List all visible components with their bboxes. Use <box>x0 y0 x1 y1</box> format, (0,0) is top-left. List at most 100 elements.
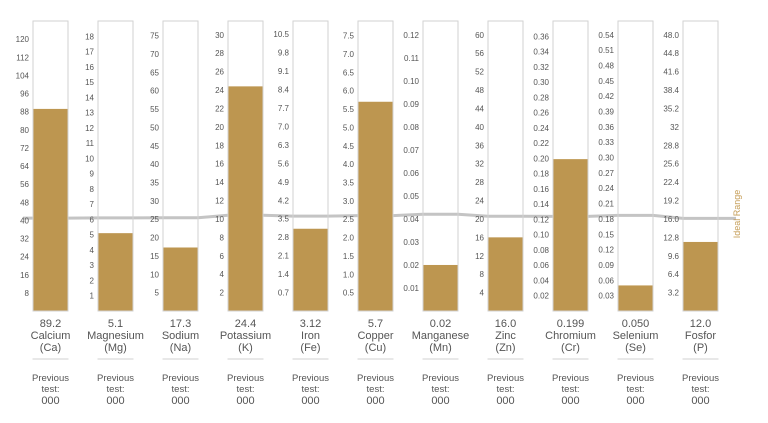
tick-label: 6.5 <box>343 68 355 77</box>
mineral-symbol: (Mg) <box>104 342 127 354</box>
tick-label: 5 <box>90 231 95 240</box>
tick-label: 0.18 <box>533 170 549 179</box>
tick-label: 0.06 <box>403 169 419 178</box>
value-label: 5.7 <box>368 318 383 330</box>
tick-label: 28.8 <box>663 141 679 150</box>
tick-label: 28 <box>215 49 224 58</box>
previous-test-label: test: <box>302 384 320 395</box>
value-label: 3.12 <box>300 318 321 330</box>
tick-label: 12.8 <box>663 233 679 242</box>
tick-label: 5 <box>155 289 160 298</box>
tick-label: 6 <box>90 215 95 224</box>
tick-label: 44.8 <box>663 49 679 58</box>
bar-selenium <box>618 285 653 311</box>
tick-label: 0.06 <box>598 276 614 285</box>
mineral-name: Chromium <box>545 330 596 342</box>
tick-label: 0.01 <box>403 284 419 293</box>
tick-label: 36 <box>475 141 484 150</box>
tick-label: 0.30 <box>533 78 549 87</box>
previous-value: 000 <box>236 395 254 407</box>
tick-label: 4.0 <box>343 160 355 169</box>
previous-label: Previous <box>227 373 264 384</box>
tick-label: 16.0 <box>663 215 679 224</box>
tick-label: 0.48 <box>598 61 614 70</box>
column-frame-potassium <box>227 20 264 312</box>
bar-potassium <box>228 86 263 311</box>
tick-label: 8 <box>90 185 95 194</box>
bar-copper <box>358 101 393 311</box>
tick-label: 26 <box>215 68 224 77</box>
previous-value: 000 <box>366 395 384 407</box>
tick-label: 4 <box>480 289 485 298</box>
tick-label: 3.5 <box>343 179 355 188</box>
previous-test-label: test: <box>237 384 255 395</box>
tick-label: 0.08 <box>533 246 549 255</box>
value-label: 17.3 <box>170 318 191 330</box>
tick-label: 15 <box>85 78 94 87</box>
tick-label: 104 <box>16 71 30 80</box>
tick-label: 3.0 <box>343 197 355 206</box>
tick-label: 96 <box>20 90 29 99</box>
value-label: 0.050 <box>622 318 650 330</box>
tick-label: 38.4 <box>663 86 679 95</box>
previous-value: 000 <box>301 395 319 407</box>
tick-label: 30 <box>215 31 224 40</box>
bar-zinc <box>488 237 523 311</box>
tick-label: 0.14 <box>533 200 549 209</box>
tick-label: 2.5 <box>343 215 355 224</box>
value-label: 12.0 <box>690 318 711 330</box>
tick-label: 0.04 <box>403 215 419 224</box>
tick-label: 5.0 <box>343 123 355 132</box>
tick-label: 70 <box>150 50 159 59</box>
column-sodium: 5 10 15 20 25 30 35 40 45 50 55 60 65 70 75 <box>150 20 199 312</box>
tick-label: 55 <box>150 105 159 114</box>
column-iron: 0.7 1.4 2.1 2.8 3.5 4.2 4.9 5.6 6.3 7.0 7.7 8.4 9.1 9… <box>273 20 329 312</box>
mineral-symbol: (Na) <box>170 342 191 354</box>
mineral-name: Selenium <box>613 330 659 342</box>
tick-label: 8 <box>25 289 30 298</box>
mineral-name: Sodium <box>162 330 199 342</box>
column-frame-manganese <box>422 20 459 312</box>
tick-label: 14 <box>215 178 224 187</box>
tick-label: 0.02 <box>403 261 419 270</box>
tick-label: 17 <box>85 48 94 57</box>
tick-label: 0.16 <box>533 185 549 194</box>
tick-label: 3 <box>90 261 95 270</box>
column-chromium: 0.02 0.04 0.06 0.08 0.10 0.12 0.14 0.16 0.18 0.20… <box>533 20 589 312</box>
bar-iron <box>293 228 328 311</box>
column-calcium: 8 16 24 32 40 48 56 64 72 80 88 96 104 112 120 <box>16 20 69 312</box>
previous-label: Previous <box>357 373 394 384</box>
tick-label: 88 <box>20 108 29 117</box>
tick-label: 48 <box>20 198 29 207</box>
tick-label: 40 <box>475 123 484 132</box>
mineral-name: Zinc <box>495 330 516 342</box>
value-label: 5.1 <box>108 318 123 330</box>
tick-label: 9.8 <box>278 49 290 58</box>
tick-label: 75 <box>150 32 159 41</box>
mineral-name: Iron <box>301 330 320 342</box>
mineral-labels: 89.2Calcium(Ca)Previoustest:0005.1Magnes… <box>31 318 720 407</box>
tick-label: 2 <box>220 289 225 298</box>
tick-label: 52 <box>475 68 484 77</box>
tick-label: 15 <box>150 252 159 261</box>
tick-label: 0.24 <box>533 124 549 133</box>
tick-label: 0.07 <box>403 146 419 155</box>
previous-test-label: test: <box>692 384 710 395</box>
tick-label: 11 <box>86 139 95 148</box>
bar-magnesium <box>98 233 133 311</box>
previous-value: 000 <box>691 395 709 407</box>
mineral-name: Manganese <box>412 330 470 342</box>
tick-label: 80 <box>20 126 29 135</box>
column-frame-iron <box>292 20 329 312</box>
tick-label: 8.4 <box>278 86 290 95</box>
column-frame-fosfor <box>682 20 719 312</box>
tick-label: 20 <box>475 215 484 224</box>
tick-label: 112 <box>16 53 29 62</box>
